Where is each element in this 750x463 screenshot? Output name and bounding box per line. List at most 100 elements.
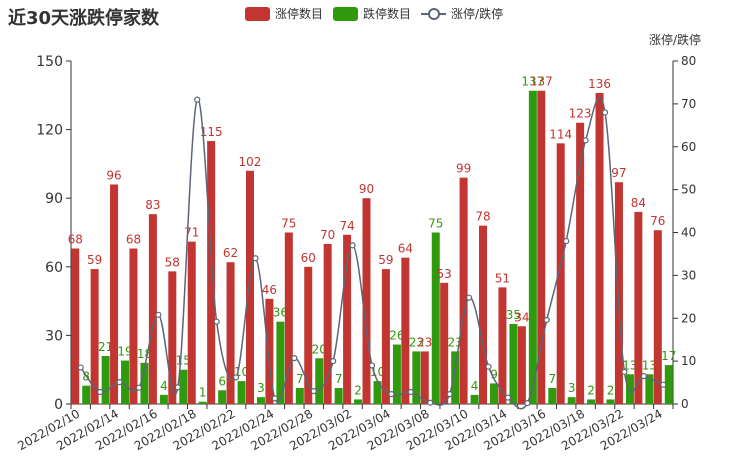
ratio-point bbox=[213, 318, 220, 325]
bar-limit-up bbox=[479, 225, 488, 404]
ratio-point bbox=[563, 237, 570, 245]
bar-limit-down bbox=[159, 394, 168, 404]
data-label-limit-down: 2 bbox=[354, 383, 362, 397]
data-label-limit-down: 75 bbox=[428, 217, 443, 231]
ratio-point bbox=[485, 363, 492, 370]
bar-limit-up bbox=[537, 90, 546, 404]
bar-limit-down bbox=[625, 374, 634, 404]
data-label-limit-up: 97 bbox=[611, 166, 626, 180]
bar-limit-down bbox=[567, 397, 576, 404]
data-label-limit-down: 23 bbox=[409, 335, 424, 349]
data-label-limit-up: 46 bbox=[262, 283, 277, 297]
bar-limit-up bbox=[440, 282, 449, 404]
data-label-limit-down: 20 bbox=[312, 342, 327, 356]
ratio-point bbox=[97, 388, 104, 396]
data-label-limit-up: 34 bbox=[514, 310, 529, 324]
data-label-limit-up: 83 bbox=[145, 198, 160, 212]
data-label-limit-up: 78 bbox=[475, 210, 490, 224]
ratio-point bbox=[446, 391, 453, 398]
bar-limit-down bbox=[256, 397, 265, 404]
bar-limit-down bbox=[645, 374, 654, 404]
legend-swatch-limit-up bbox=[245, 6, 270, 21]
bar-limit-up bbox=[498, 287, 507, 404]
data-label-limit-down: 1 bbox=[199, 386, 207, 400]
data-label-limit-down: 4 bbox=[471, 379, 479, 393]
data-label-limit-up: 99 bbox=[456, 162, 471, 176]
data-label-limit-up: 115 bbox=[200, 125, 223, 139]
bar-limit-down bbox=[392, 344, 401, 404]
ratio-point bbox=[388, 391, 395, 398]
bar-limit-down bbox=[412, 351, 421, 404]
bar-limit-up bbox=[71, 248, 80, 404]
bar-limit-up bbox=[634, 211, 643, 404]
bar-limit-down bbox=[315, 358, 324, 404]
data-label-limit-down: 10 bbox=[370, 365, 385, 379]
data-label-limit-up: 58 bbox=[165, 255, 180, 269]
data-label-limit-up: 123 bbox=[569, 107, 592, 121]
legend-item-limit-up[interactable]: 涨停数目 bbox=[245, 5, 323, 22]
bar-limit-up bbox=[459, 177, 468, 404]
bar-limit-down bbox=[121, 360, 130, 404]
data-label-limit-up: 114 bbox=[549, 127, 572, 141]
bar-limit-up bbox=[304, 266, 313, 404]
y2-axis-title: 涨停/跌停 bbox=[649, 32, 701, 47]
ratio-point bbox=[524, 400, 531, 407]
data-label-limit-down: 13 bbox=[642, 358, 657, 372]
data-label-limit-up: 53 bbox=[437, 267, 452, 281]
ratio-point bbox=[135, 384, 143, 391]
bar-limit-down bbox=[587, 399, 596, 404]
data-label-limit-down: 7 bbox=[548, 372, 556, 386]
ratio-point bbox=[310, 388, 317, 395]
legend-swatch-limit-down bbox=[333, 6, 359, 21]
y-tick-label: 90 bbox=[45, 191, 63, 207]
y2-tick-label: 80 bbox=[681, 54, 696, 68]
data-label-limit-down: 13 bbox=[622, 358, 637, 372]
data-label-limit-up: 137 bbox=[530, 75, 553, 89]
legend: 涨停数目 跌停数目 涨停/跌停 bbox=[245, 5, 513, 22]
data-label-limit-up: 60 bbox=[301, 251, 316, 265]
y-tick-label: 0 bbox=[54, 397, 63, 413]
y-tick-label: 30 bbox=[45, 328, 63, 344]
y-tick-label: 120 bbox=[36, 123, 63, 139]
bar-limit-down bbox=[198, 401, 207, 404]
data-label-limit-down: 3 bbox=[257, 381, 265, 395]
y-tick-label: 60 bbox=[45, 260, 63, 276]
data-label-limit-up: 136 bbox=[588, 77, 611, 91]
bar-limit-down bbox=[528, 90, 537, 404]
data-label-limit-down: 2 bbox=[587, 383, 595, 397]
bar-limit-up bbox=[576, 122, 585, 405]
y2-tick-label: 30 bbox=[681, 268, 696, 282]
data-label-limit-up: 64 bbox=[398, 242, 413, 256]
legend-item-limit-down[interactable]: 跌停数目 bbox=[333, 5, 411, 22]
ratio-point bbox=[427, 399, 434, 406]
y2-tick-label: 50 bbox=[681, 183, 696, 197]
data-label-limit-up: 102 bbox=[239, 155, 262, 169]
bar-limit-up bbox=[401, 257, 410, 404]
data-label-limit-down: 2 bbox=[607, 383, 615, 397]
data-label-limit-down: 4 bbox=[160, 379, 168, 393]
ratio-point bbox=[330, 358, 337, 365]
legend-item-ratio[interactable]: 涨停/跌停 bbox=[421, 5, 503, 22]
data-label-limit-up: 74 bbox=[339, 219, 354, 233]
data-label-limit-up: 76 bbox=[650, 214, 665, 228]
bar-limit-up bbox=[362, 198, 371, 404]
y2-tick-label: 20 bbox=[681, 311, 696, 325]
bar-limit-up bbox=[323, 243, 332, 404]
bar-limit-down bbox=[664, 365, 673, 404]
data-label-limit-up: 75 bbox=[281, 217, 296, 231]
bar-limit-up bbox=[420, 351, 429, 404]
bar-limit-up bbox=[245, 170, 254, 404]
data-label-limit-up: 84 bbox=[631, 196, 646, 210]
bar-limit-down bbox=[431, 232, 440, 404]
data-label-limit-down: 6 bbox=[218, 374, 226, 388]
bar-limit-down bbox=[101, 355, 110, 404]
bar-limit-down bbox=[218, 390, 227, 404]
ratio-point bbox=[543, 316, 550, 324]
bar-limit-up bbox=[265, 298, 274, 404]
bar-limit-up bbox=[148, 214, 157, 404]
data-label-limit-up: 70 bbox=[320, 228, 335, 242]
bar-limit-up bbox=[187, 241, 196, 404]
data-label-limit-down: 36 bbox=[273, 306, 288, 320]
data-label-limit-up: 90 bbox=[359, 182, 374, 196]
